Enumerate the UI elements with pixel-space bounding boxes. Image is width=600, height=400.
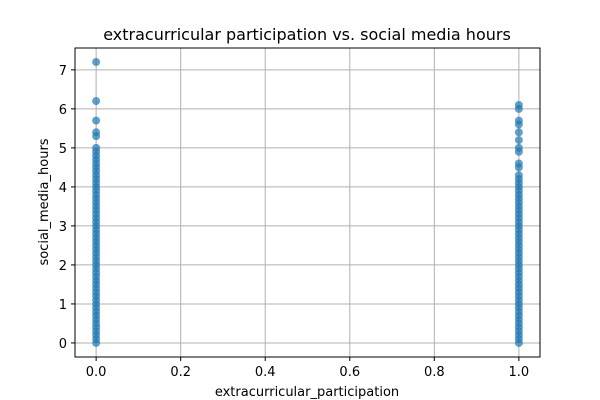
scatter-point	[92, 338, 101, 347]
y-tick-label: 7	[59, 64, 67, 79]
grid-layer	[75, 48, 540, 357]
scatter-point	[514, 338, 523, 347]
x-tick-label: 0.0	[86, 365, 107, 380]
x-tick-label: 0.6	[339, 365, 360, 380]
y-tick-label: 1	[59, 298, 67, 313]
y-tick-label: 2	[59, 259, 67, 274]
scatter-point	[514, 120, 523, 129]
chart-title: extracurricular participation vs. social…	[103, 25, 511, 44]
y-tick-label: 4	[59, 181, 67, 196]
scatter-point	[92, 97, 101, 106]
y-tick-label: 0	[59, 337, 67, 352]
y-axis-title: social_media_hours	[37, 138, 52, 265]
scatter-point	[514, 163, 523, 172]
scatter-point	[514, 104, 523, 113]
scatter-point	[92, 132, 101, 141]
scatter-point	[514, 136, 523, 145]
scatter-point	[514, 147, 523, 156]
scatter-point	[92, 58, 101, 67]
x-tick-label: 1.0	[509, 365, 530, 380]
scatter-point	[514, 128, 523, 137]
x-tick-label: 0.2	[170, 365, 191, 380]
x-tick-label: 0.8	[424, 365, 445, 380]
ticks-layer: 0.0 0.2 0.4 0.6 0.8 1.0 0 1 2 3 4 5 6 7	[59, 64, 529, 380]
y-tick-label: 3	[59, 220, 67, 235]
x-tick-label: 0.4	[255, 365, 276, 380]
x-axis-title: extracurricular_participation	[215, 385, 399, 400]
y-tick-label: 5	[59, 142, 67, 157]
points-layer	[92, 58, 523, 347]
y-tick-label: 6	[59, 103, 67, 118]
scatter-point	[92, 116, 101, 125]
plot-frame	[74, 47, 541, 358]
